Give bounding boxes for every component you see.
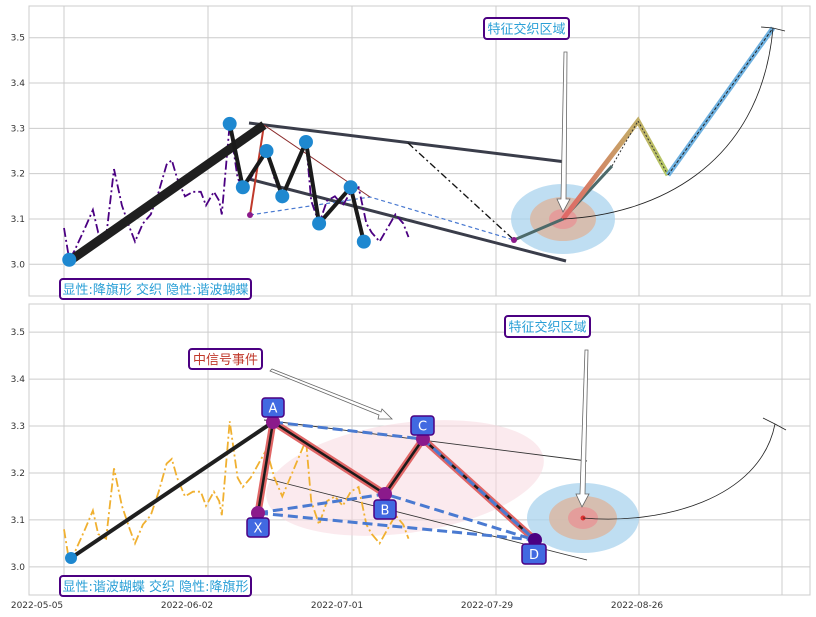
y-tick-label: 3.1 — [11, 516, 25, 526]
svg-text:B: B — [381, 504, 390, 519]
y-tick-label: 3.2 — [11, 469, 25, 479]
x-tick-label: 2022-08-26 — [611, 601, 664, 611]
swing-node — [343, 180, 358, 195]
x-tick-label: 2022-07-01 — [311, 601, 363, 611]
point-label-D: D — [521, 543, 547, 565]
y-tick-label: 3.3 — [11, 124, 25, 134]
bottom-start-node — [65, 552, 77, 564]
top-y-ticks: 3.0 3.1 3.2 3.3 3.4 3.5 — [11, 34, 26, 271]
top-grid — [29, 6, 810, 296]
bottom-curve-head — [762, 417, 787, 431]
top-projection-red-core — [611, 119, 669, 176]
top-purple-marker — [511, 237, 517, 243]
x-tick-label: 2022-06-02 — [161, 601, 213, 611]
x-axis-ticks: 2022-05-05 2022-06-02 2022-07-01 2022-07-29… — [11, 601, 664, 611]
svg-text:X: X — [254, 522, 263, 537]
x-tick-label: 2022-07-29 — [461, 601, 514, 611]
bottom-annotation-arrow — [575, 349, 590, 508]
y-tick-label: 3.2 — [11, 170, 25, 180]
bottom-pattern-box: 显性:谐波蝴蝶 交织 隐性:降旗形 — [59, 575, 252, 597]
swing-node — [222, 116, 237, 131]
bottom-annotation-box: 特征交织区域 — [504, 315, 591, 338]
svg-text:C: C — [418, 420, 427, 435]
y-tick-label: 3.4 — [11, 79, 26, 89]
point-label-X: X — [246, 517, 270, 538]
top-pattern-label: 显性:降旗形 交织 隐性:谐波蝴蝶 — [62, 282, 248, 298]
y-tick-label: 3.5 — [11, 34, 25, 44]
svg-text:D: D — [529, 548, 539, 563]
event-label-box: 中信号事件 — [188, 348, 263, 370]
top-curve-head — [760, 26, 786, 32]
top-annotation-arrow — [556, 51, 571, 213]
bottom-y-ticks: 3.0 3.1 3.2 3.3 3.4 3.5 — [11, 328, 26, 573]
top-swing-nodes — [62, 116, 371, 267]
bottom-pattern-label: 显性:谐波蝴蝶 交织 隐性:降旗形 — [62, 579, 248, 595]
swing-node — [259, 144, 274, 158]
top-curve-arrow — [562, 27, 774, 220]
y-tick-label: 3.5 — [11, 328, 25, 338]
swing-node — [235, 180, 250, 195]
bottom-pattern-shade — [266, 420, 544, 536]
top-dashdot-line — [407, 142, 515, 241]
bottom-panel: 3.03.13.23.33.43.5 2022-05-05 2022-06-02 2… — [11, 303, 811, 611]
point-label-A: A — [261, 397, 285, 418]
y-tick-label: 3.4 — [11, 375, 26, 385]
swing-node — [312, 216, 327, 231]
swing-node — [298, 134, 313, 149]
top-red-leg — [249, 124, 265, 216]
top-channel-lower — [248, 177, 567, 263]
bottom-price-series — [63, 421, 410, 565]
top-channel-upper — [248, 121, 567, 164]
y-tick-label: 3.1 — [11, 215, 25, 225]
x-tick-label: 2022-05-05 — [11, 601, 63, 611]
top-plot-frame — [28, 5, 811, 297]
y-tick-label: 3.0 — [11, 260, 26, 270]
top-purple-marker — [247, 212, 253, 218]
swing-node — [275, 189, 290, 204]
top-annotation-text: 特征交织区域 — [487, 22, 565, 38]
swing-node — [356, 234, 371, 249]
top-projection-blue-core — [667, 27, 774, 176]
event-label: 中信号事件 — [193, 353, 258, 368]
svg-text:A: A — [269, 402, 278, 417]
top-pattern-box: 显性:降旗形 交织 隐性:谐波蝴蝶 — [59, 278, 252, 300]
point-label-C: C — [410, 415, 435, 436]
bottom-curve-arrow — [582, 423, 776, 520]
top-annotation-box: 特征交织区域 — [483, 17, 570, 40]
top-swing-line — [227, 123, 366, 243]
event-arrow — [269, 368, 393, 420]
point-label-B: B — [373, 499, 397, 520]
y-tick-label: 3.3 — [11, 422, 25, 432]
bottom-annotation-text: 特征交织区域 — [508, 320, 586, 336]
top-panel: 3.0 3.1 3.2 3.3 3.4 3.5 — [11, 5, 811, 300]
bottom-swing-line — [69, 420, 275, 560]
top-swing-thick — [68, 121, 267, 264]
swing-node — [62, 252, 77, 267]
y-tick-label: 3.0 — [11, 563, 26, 573]
